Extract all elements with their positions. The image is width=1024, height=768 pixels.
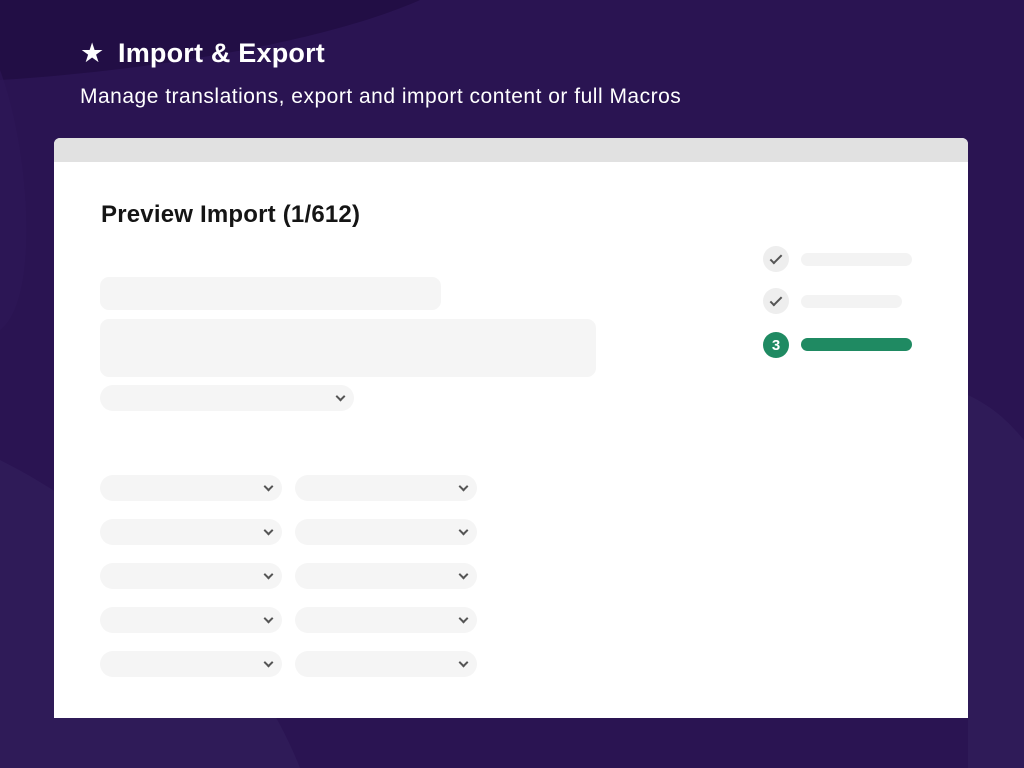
- chevron-down-icon: [263, 481, 274, 492]
- chevron-down-icon: [458, 613, 469, 624]
- step-circle: [763, 246, 789, 272]
- chevron-down-icon: [263, 569, 274, 580]
- step-label-active-bar: [801, 338, 912, 351]
- mapping-select-right[interactable]: [295, 607, 477, 633]
- check-icon: [769, 293, 783, 306]
- chevron-down-icon: [458, 569, 469, 580]
- window-title-bar: [54, 138, 968, 162]
- step-label-placeholder: [801, 253, 912, 266]
- mapping-select-left[interactable]: [100, 563, 282, 589]
- description-textarea-placeholder[interactable]: [100, 319, 596, 377]
- category-select[interactable]: [100, 385, 354, 411]
- mapping-select-right[interactable]: [295, 651, 477, 677]
- step-number: 3: [763, 332, 789, 358]
- chevron-down-icon: [458, 481, 469, 492]
- chevron-down-icon: [263, 525, 274, 536]
- page-title: Import & Export: [118, 38, 326, 68]
- name-input-placeholder[interactable]: [100, 277, 441, 310]
- step-label-placeholder: [801, 295, 902, 308]
- mapping-select-left[interactable]: [100, 607, 282, 633]
- chevron-down-icon: [458, 657, 469, 668]
- star-icon: ★: [80, 38, 105, 68]
- mapping-select-left[interactable]: [100, 519, 282, 545]
- check-icon: [769, 251, 783, 264]
- import-window: Preview Import (1/612) 3: [54, 138, 968, 718]
- mapping-select-left[interactable]: [100, 651, 282, 677]
- chevron-down-icon: [458, 525, 469, 536]
- page-subtitle: Manage translations, export and import c…: [80, 85, 682, 108]
- chevron-down-icon: [263, 613, 274, 624]
- mapping-select-right[interactable]: [295, 475, 477, 501]
- preview-import-title: Preview Import (1/612): [101, 201, 361, 228]
- chevron-down-icon: [335, 391, 346, 402]
- step-circle: [763, 288, 789, 314]
- page-header: ★ Import & Export Manage translations, e…: [80, 38, 681, 109]
- mapping-select-right[interactable]: [295, 563, 477, 589]
- mapping-select-right[interactable]: [295, 519, 477, 545]
- mapping-select-left[interactable]: [100, 475, 282, 501]
- title-row: ★ Import & Export: [80, 38, 681, 69]
- chevron-down-icon: [263, 657, 274, 668]
